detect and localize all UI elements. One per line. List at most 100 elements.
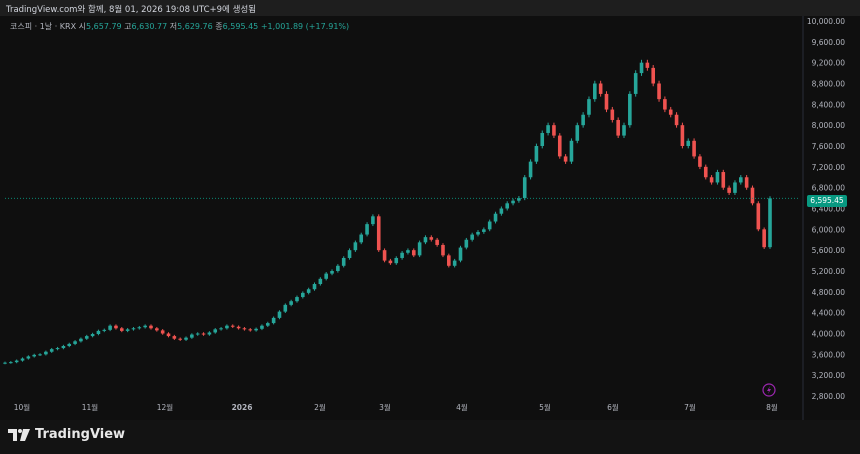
- candle-body: [365, 224, 369, 235]
- candle-body: [184, 337, 188, 340]
- high-value: 6,630.77: [131, 22, 168, 31]
- candle-body: [324, 273, 328, 279]
- candle-body: [628, 93, 632, 126]
- candle-body: [698, 156, 702, 167]
- y-tick-label: 9,200.00: [812, 59, 846, 68]
- candle-body: [55, 348, 60, 350]
- y-tick-label: 6,400.00: [812, 205, 846, 214]
- candle-body: [347, 250, 352, 258]
- y-tick-label: 7,600.00: [812, 142, 846, 151]
- candle-body: [84, 336, 89, 339]
- candle-body: [295, 297, 299, 302]
- candle-body: [9, 362, 13, 364]
- candle-body: [336, 265, 340, 271]
- candle-body: [96, 330, 101, 335]
- candle-body: [79, 338, 83, 342]
- y-tick-label: 9,600.00: [812, 38, 846, 47]
- candle-body: [441, 244, 445, 256]
- candle-body: [248, 329, 253, 331]
- candle-body: [487, 221, 492, 230]
- x-tick-label: 5월: [539, 402, 551, 412]
- candle-body: [61, 346, 66, 349]
- x-tick-label: 3월: [379, 402, 391, 412]
- candle-body: [452, 260, 457, 266]
- candle-body: [73, 341, 77, 344]
- y-tick-label: 7,200.00: [812, 163, 846, 172]
- candle-body: [382, 250, 387, 261]
- header-text: TradingView.com와 함께, 8월 01, 2026 19:08 U…: [6, 5, 257, 15]
- candle-body: [236, 326, 241, 329]
- candle-body: [540, 132, 545, 146]
- x-tick-label: 11월: [82, 402, 99, 412]
- candle-body: [604, 93, 609, 110]
- candle-body: [14, 360, 19, 363]
- candle-body: [119, 328, 124, 331]
- candle-body: [639, 62, 644, 74]
- candle-body: [651, 67, 656, 84]
- open-label: 시: [78, 22, 86, 31]
- y-tick-label: 2,800.00: [812, 392, 846, 401]
- candle-body: [201, 333, 206, 335]
- candle-body: [476, 231, 480, 235]
- candle-body: [610, 109, 615, 120]
- candle-body: [400, 252, 404, 258]
- price-chart[interactable]: 10,000.00 9,600.00 9,200.00 8,800.00 8,400.0…: [0, 16, 860, 420]
- y-tick-label: 3,600.00: [812, 350, 846, 359]
- candle-body: [67, 343, 72, 346]
- candle-body: [289, 301, 293, 305]
- candle-body: [575, 125, 580, 141]
- y-tick-label: 8,400.00: [812, 100, 846, 109]
- candle-body: [762, 229, 766, 248]
- candle-body: [458, 247, 463, 261]
- candle-body: [756, 203, 761, 230]
- candle-body: [744, 177, 749, 188]
- candle-body: [160, 330, 165, 334]
- candle-body: [633, 73, 638, 94]
- candle-body: [44, 351, 48, 355]
- high-label: 고: [124, 22, 132, 31]
- candle-body: [213, 329, 218, 333]
- x-tick-label: 4월: [456, 402, 468, 412]
- candle-body: [260, 325, 264, 329]
- last-price-tag: 6,595.45: [807, 195, 847, 207]
- candle-body: [663, 99, 667, 110]
- candle-body: [470, 234, 474, 240]
- candle-body: [517, 198, 521, 201]
- candle-body: [715, 172, 720, 183]
- candle-body: [376, 216, 381, 251]
- candle-body: [271, 317, 276, 324]
- y-tick-label: 4,400.00: [812, 309, 846, 318]
- candle-body: [528, 161, 533, 178]
- candle-body: [178, 338, 182, 340]
- candle-body: [371, 216, 375, 225]
- brand-name: TradingView: [35, 427, 126, 442]
- candle-body: [569, 140, 574, 162]
- x-tick-label: 10월: [14, 402, 31, 412]
- chart-area[interactable]: 10,000.00 9,600.00 9,200.00 8,800.00 8,400.0…: [0, 16, 860, 420]
- candle-body: [581, 114, 585, 126]
- candle-body: [388, 260, 393, 264]
- candle-body: [166, 333, 171, 337]
- candle-body: [522, 177, 527, 199]
- candle-body: [190, 334, 194, 338]
- x-tick-label: 6월: [607, 402, 619, 412]
- y-tick-label: 5,200.00: [812, 267, 846, 276]
- candle-body: [505, 203, 510, 209]
- candle-body: [359, 234, 364, 243]
- y-tick-label: 6,000.00: [812, 225, 846, 234]
- candle-body: [195, 333, 200, 335]
- candle-body: [557, 135, 562, 157]
- candle-body: [149, 325, 153, 329]
- tradingview-logo[interactable]: TradingView: [8, 427, 125, 442]
- candle-body: [447, 255, 451, 266]
- lightning-icon: [762, 383, 776, 397]
- y-tick-label: 3,200.00: [812, 371, 846, 380]
- candle-body: [102, 329, 107, 331]
- candle-body: [680, 125, 685, 146]
- candle-body: [703, 166, 708, 178]
- candle-body: [155, 328, 159, 331]
- candle-body: [341, 257, 346, 266]
- candle-body: [90, 334, 95, 337]
- candle-body: [429, 237, 434, 240]
- candle-body: [242, 328, 247, 330]
